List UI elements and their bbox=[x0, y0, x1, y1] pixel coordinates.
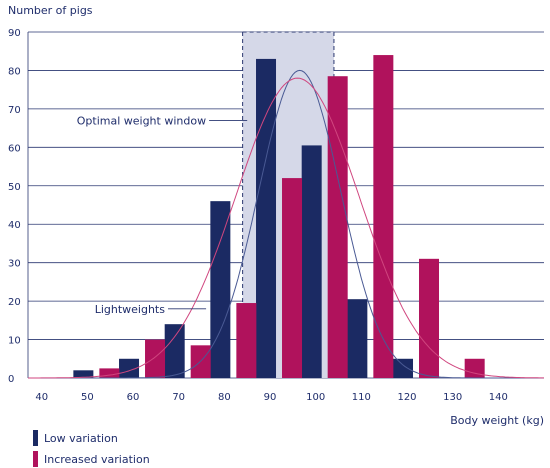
x-tick-label: 50 bbox=[81, 392, 94, 403]
x-tick-label: 120 bbox=[397, 392, 416, 403]
bar-low-80 bbox=[210, 201, 231, 378]
y-tick-label: 20 bbox=[8, 297, 21, 308]
y-tick-label: 70 bbox=[8, 105, 21, 116]
annotations: Optimal weight window Lightweights bbox=[77, 114, 248, 316]
x-tick-label: 130 bbox=[443, 392, 462, 403]
curve-low-variation bbox=[28, 69, 544, 379]
bars bbox=[73, 55, 485, 379]
x-tick-label: 60 bbox=[127, 392, 140, 403]
y-tick-label: 90 bbox=[8, 28, 21, 39]
annotation-optimal-window: Optimal weight window bbox=[77, 114, 206, 127]
bar-low-70 bbox=[164, 324, 185, 378]
bar-increased-130 bbox=[464, 358, 485, 378]
bar-low-100 bbox=[301, 145, 322, 378]
bar-low-60 bbox=[119, 358, 140, 378]
x-tick-label: 110 bbox=[352, 392, 371, 403]
x-axis-label: Body weight (kg) bbox=[450, 414, 544, 427]
annotation-lightweights: Lightweights bbox=[95, 303, 166, 316]
curve-increased-variation bbox=[28, 77, 544, 379]
legend-label: Low variation bbox=[44, 432, 118, 445]
y-tick-label: 10 bbox=[8, 336, 21, 347]
bar-low-110 bbox=[347, 299, 368, 378]
distribution-curves bbox=[28, 69, 544, 379]
bar-low-50 bbox=[73, 370, 94, 378]
bar-low-90 bbox=[256, 58, 277, 379]
legend-swatch bbox=[33, 451, 38, 467]
x-tick-label: 100 bbox=[306, 392, 325, 403]
x-tick-label: 140 bbox=[489, 392, 508, 403]
x-tick-label: 80 bbox=[218, 392, 231, 403]
legend-label: Increased variation bbox=[44, 453, 150, 466]
y-tick-label: 0 bbox=[8, 374, 14, 385]
legend-swatch bbox=[33, 430, 38, 446]
bar-low-120 bbox=[393, 358, 414, 378]
x-axis-ticks: 40 50 60 70 80 90 100 110 120 130 140 bbox=[35, 392, 508, 403]
y-axis-label: Number of pigs bbox=[8, 4, 93, 17]
x-tick-label: 70 bbox=[172, 392, 185, 403]
bar-increased-90 bbox=[282, 178, 303, 378]
y-tick-label: 40 bbox=[8, 220, 21, 231]
bar-increased-60 bbox=[145, 339, 166, 378]
bar-increased-120 bbox=[419, 258, 440, 378]
y-tick-label: 60 bbox=[8, 143, 21, 154]
y-tick-label: 80 bbox=[8, 66, 21, 77]
x-tick-label: 90 bbox=[264, 392, 277, 403]
bar-increased-80 bbox=[236, 303, 257, 378]
bar-increased-110 bbox=[373, 55, 394, 379]
y-tick-label: 50 bbox=[8, 182, 21, 193]
bar-increased-100 bbox=[327, 76, 348, 378]
y-axis-ticks: 0 10 20 30 40 50 60 70 80 90 bbox=[8, 28, 21, 385]
x-tick-label: 40 bbox=[35, 392, 48, 403]
y-tick-label: 30 bbox=[8, 259, 21, 270]
legend: Low variation Increased variation bbox=[33, 430, 150, 467]
bar-increased-50 bbox=[99, 368, 120, 378]
